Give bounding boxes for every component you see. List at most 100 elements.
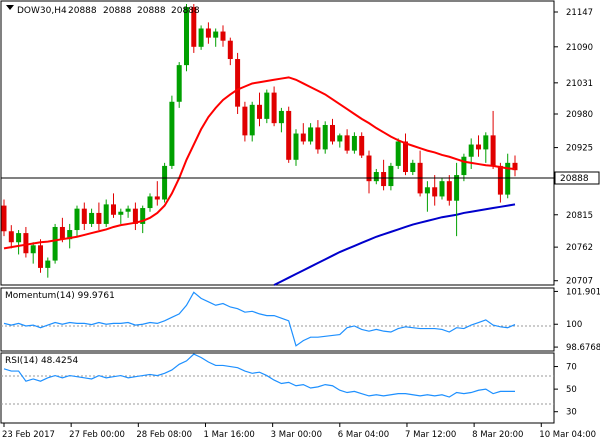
time-tick-label: 7 Mar 12:00	[405, 430, 456, 440]
candle-body	[257, 104, 262, 119]
candle	[322, 121, 328, 154]
candle	[154, 181, 160, 206]
candle	[235, 52, 241, 114]
candle-body	[308, 127, 314, 142]
candle	[512, 155, 518, 177]
current-price-label: 20888	[560, 174, 589, 184]
candle-body	[424, 187, 430, 194]
candle	[388, 162, 394, 191]
candle-body	[147, 196, 153, 209]
candle	[59, 217, 65, 243]
candle-body	[103, 204, 109, 224]
candle	[454, 162, 460, 237]
sma-fast-line	[3, 76, 516, 250]
candle	[96, 202, 102, 231]
candle	[476, 135, 481, 157]
candle-body	[373, 172, 379, 182]
candle-body	[271, 92, 277, 124]
candle-body	[184, 7, 189, 66]
candle-body	[410, 162, 416, 173]
candle	[308, 123, 314, 145]
candle-body	[242, 106, 248, 136]
candle	[439, 178, 445, 200]
candle-body	[461, 156, 467, 176]
candle	[23, 226, 29, 258]
candle	[505, 153, 511, 199]
price-tick-label: 20762	[566, 243, 593, 253]
candle-body	[454, 175, 460, 201]
candle-body	[293, 133, 299, 160]
candle-body	[395, 141, 401, 166]
candle	[278, 107, 284, 133]
candle-body	[227, 40, 233, 60]
candle-body	[315, 127, 321, 150]
candle	[1, 199, 7, 237]
candle-body	[505, 162, 511, 195]
candle	[140, 205, 146, 234]
time-tick-label: 10 Mar 04:00	[539, 430, 596, 440]
candle-body	[81, 208, 87, 224]
candle	[38, 239, 43, 273]
candle-body	[111, 204, 116, 215]
momentum-tick-label: 101.9016	[566, 287, 600, 297]
candle-body	[38, 245, 43, 268]
candle-body	[344, 135, 350, 151]
candle	[468, 138, 474, 169]
candle-body	[8, 231, 14, 243]
main-pane	[0, 0, 555, 286]
candle-body	[198, 28, 204, 47]
candle	[74, 205, 80, 237]
ohlc-low: 20888	[137, 6, 166, 16]
candle	[184, 4, 189, 72]
candle-body	[264, 92, 270, 119]
candle-body	[322, 124, 328, 150]
candle	[213, 28, 219, 47]
momentum-label: Momentum(14) 99.9761	[5, 291, 115, 301]
candle-body	[59, 226, 65, 240]
candle	[286, 106, 292, 163]
candle	[271, 86, 277, 127]
candle	[490, 110, 496, 169]
candle-body	[235, 59, 241, 107]
time-tick-label: 23 Feb 2017	[2, 430, 55, 440]
candle-body	[191, 7, 197, 47]
candle-body	[330, 124, 335, 142]
candle-body	[286, 110, 292, 160]
time-tick-label: 1 Mar 16:00	[203, 430, 254, 440]
rsi-pane	[0, 352, 555, 424]
candle-body	[366, 155, 372, 182]
candle	[410, 159, 416, 176]
candle	[125, 205, 131, 218]
time-tick-label: 6 Mar 04:00	[338, 430, 389, 440]
price-tick-label: 20925	[566, 144, 593, 154]
candle-body	[359, 135, 365, 156]
candle	[205, 22, 211, 44]
momentum-tick-label: 98.6768	[566, 343, 600, 353]
candle	[118, 208, 124, 224]
candle	[497, 162, 503, 203]
candle	[446, 175, 452, 206]
candle-body	[74, 208, 80, 231]
candle	[198, 25, 204, 50]
candle	[220, 25, 226, 47]
candle	[330, 118, 335, 145]
candle-body	[169, 101, 175, 166]
candle	[147, 193, 153, 212]
candle	[300, 123, 306, 145]
candle-body	[512, 162, 518, 171]
ohlc-close: 20888	[171, 6, 200, 16]
current-price-label-box	[554, 171, 600, 185]
rsi-tick-label: 30	[566, 408, 577, 418]
candle	[337, 133, 343, 148]
collapse-triangle-icon[interactable]	[6, 5, 14, 10]
ohlc-high: 20888	[103, 6, 132, 16]
candle	[176, 62, 182, 108]
candle-body	[497, 165, 503, 195]
candle	[424, 181, 430, 212]
price-tick-label: 21147	[566, 8, 593, 18]
candle	[30, 242, 36, 264]
candle	[315, 120, 321, 154]
time-tick-label: 27 Feb 00:00	[69, 430, 125, 440]
candle-body	[403, 141, 408, 173]
